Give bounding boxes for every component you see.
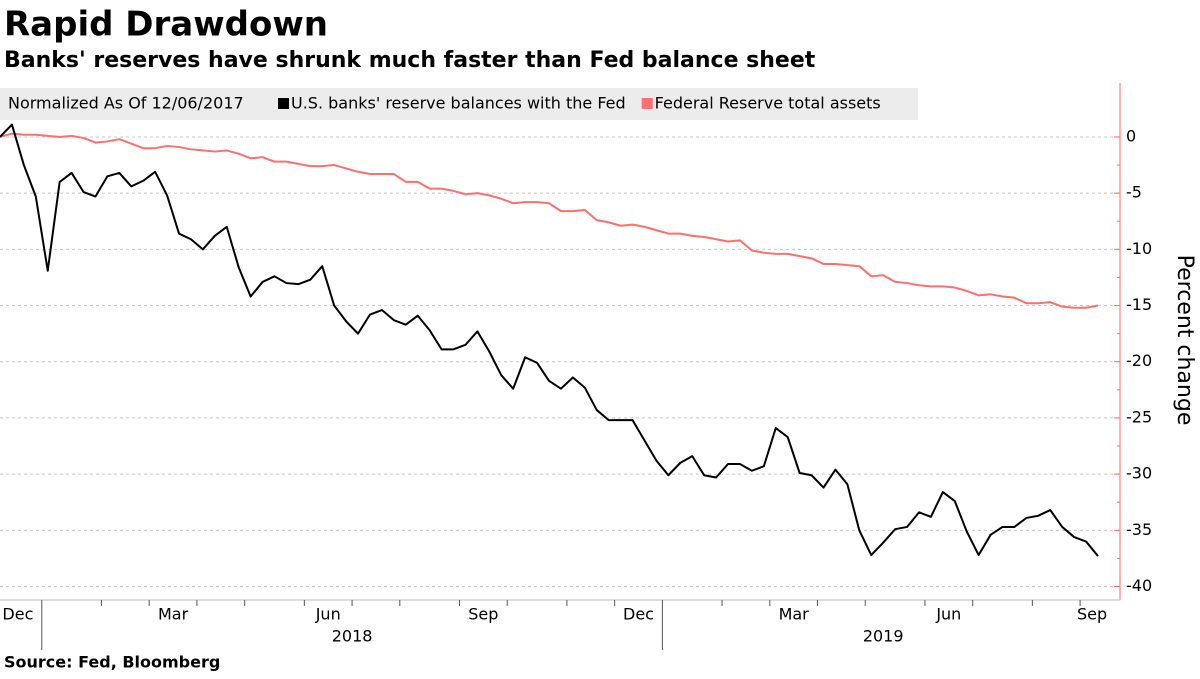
x-tick-label: Sep <box>1077 605 1107 624</box>
y-axis-label: Percent change <box>1172 255 1197 426</box>
source: Source: Fed, Bloomberg <box>4 653 220 672</box>
y-tick-label: -5 <box>1126 183 1142 202</box>
legend-title: Normalized As Of 12/06/2017 <box>8 94 244 113</box>
y-tick-label: -35 <box>1126 520 1152 539</box>
legend-label: U.S. banks' reserve balances with the Fe… <box>291 94 626 113</box>
y-tick-label: -25 <box>1126 407 1152 426</box>
x-tick-label: Jun <box>315 605 341 624</box>
legend-label: Federal Reserve total assets <box>655 94 881 113</box>
y-tick-label: -15 <box>1126 295 1152 314</box>
legend-box <box>0 88 918 120</box>
x-tick-label: Dec <box>623 605 654 624</box>
chart-title: Rapid Drawdown <box>4 5 328 45</box>
x-tick-label: Mar <box>158 605 189 624</box>
x-tick-label: Dec <box>2 605 33 624</box>
y-tick-label: 0 <box>1126 126 1136 145</box>
legend-swatch <box>641 98 653 109</box>
x-tick-label: Jun <box>935 605 961 624</box>
series-line <box>0 123 1099 557</box>
chart-subtitle: Banks' reserves have shrunk much faster … <box>4 48 816 73</box>
y-tick-label: -40 <box>1126 576 1152 595</box>
y-tick-label: -10 <box>1126 239 1152 258</box>
y-tick-label: -30 <box>1126 464 1152 483</box>
year-label: 2019 <box>863 627 904 646</box>
legend-swatch <box>278 98 289 109</box>
x-tick-label: Mar <box>779 605 810 624</box>
x-tick-label: Sep <box>468 605 498 624</box>
year-label: 2018 <box>332 627 373 646</box>
y-tick-label: -20 <box>1126 351 1152 370</box>
series-line <box>0 132 1099 309</box>
